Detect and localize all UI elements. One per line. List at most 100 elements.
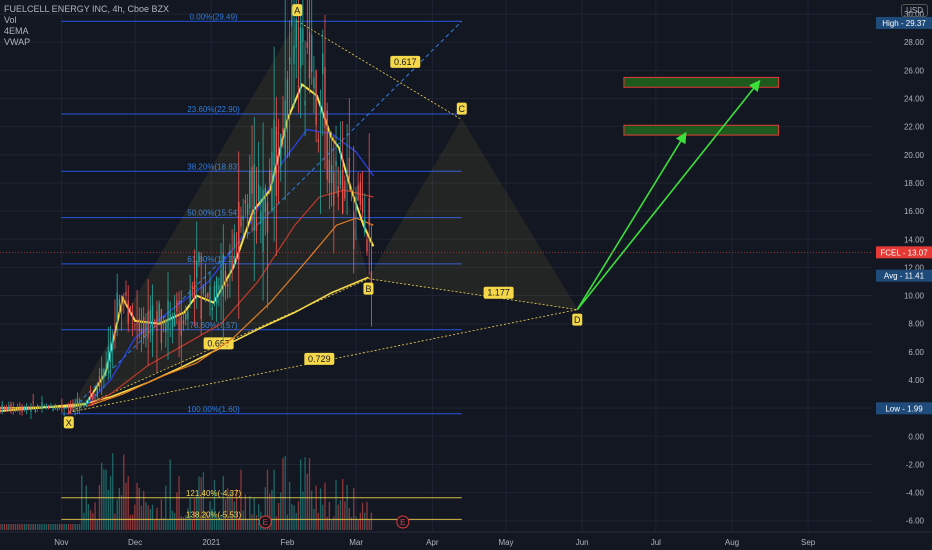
point-label-x: X: [66, 418, 72, 428]
volume-bar: [271, 489, 273, 530]
volume-bar: [302, 491, 304, 530]
price-label: FCEL - 13.07: [880, 248, 928, 257]
legend-vwap[interactable]: VWAP: [4, 37, 31, 47]
legend-ema[interactable]: 4EMA: [4, 26, 29, 36]
volume-bar: [145, 501, 147, 530]
time-tick-label: Nov: [54, 538, 68, 547]
price-label-box: [876, 402, 932, 415]
candle-body: [240, 216, 242, 227]
candle-body: [1, 404, 3, 412]
volume-bar: [359, 512, 362, 530]
ema-orange-line: [85, 217, 374, 408]
volume-bar: [158, 519, 160, 530]
volume-bar: [193, 498, 196, 530]
price-tick-label: 0.00: [908, 432, 924, 441]
time-tick-label: Mar: [349, 538, 363, 547]
volume-bar: [74, 524, 76, 530]
candle-body: [330, 164, 333, 184]
volume-bar: [233, 501, 235, 530]
overlays[interactable]: X A B C D E E: [0, 4, 872, 529]
earnings-marker: [258, 515, 272, 529]
volume-bar: [370, 512, 373, 530]
candle-body: [41, 402, 43, 408]
volume-bar: [143, 491, 145, 530]
price-tick-label: 28.00: [904, 38, 925, 47]
volume-bar: [293, 505, 295, 530]
candle-body: [25, 408, 28, 410]
volume-bar: [101, 462, 103, 530]
volume-bar: [333, 516, 335, 530]
candle-body: [61, 404, 63, 408]
candle-body: [211, 307, 213, 311]
volume-bar: [105, 469, 107, 530]
candle-body: [54, 408, 56, 410]
volume-bar: [297, 501, 300, 530]
volume-bar: [198, 476, 200, 530]
price-label: Low - 1.99: [885, 404, 923, 413]
time-axis-bg: [0, 532, 932, 550]
volume-bar: [213, 479, 216, 530]
candle-body: [244, 200, 247, 204]
candle-body: [101, 368, 103, 382]
volume-bar: [353, 488, 355, 530]
price-axis[interactable]: 30.00 28.00 26.00 24.00 22.00 20.00 18.00 16.00…: [872, 0, 932, 550]
volume-bar: [138, 487, 140, 530]
candle-body: [229, 250, 231, 253]
candle-body: [333, 172, 335, 206]
volume-bar: [129, 514, 132, 530]
legend-vol[interactable]: Vol: [4, 15, 17, 25]
volume-bar: [147, 505, 149, 530]
candle-body: [28, 408, 30, 410]
time-tick-label: Aug: [725, 538, 739, 547]
candle-body: [129, 306, 132, 310]
candle-body: [271, 151, 273, 212]
volume-bar: [72, 524, 74, 530]
candle-body: [36, 405, 39, 407]
volume-bar: [191, 519, 193, 530]
candle-body: [200, 297, 202, 320]
volume-bar: [21, 524, 23, 530]
ratio-box: [203, 337, 234, 350]
candle-body: [359, 182, 362, 205]
candle-body: [167, 300, 169, 331]
price-label: High - 29.37: [882, 19, 926, 28]
volume-bar: [251, 514, 253, 530]
candle-body: [370, 271, 373, 286]
volume-bar: [176, 492, 178, 530]
candle-body: [262, 189, 264, 252]
volume-bar: [253, 497, 255, 530]
volume-bar: [61, 524, 63, 530]
volume-bar: [151, 504, 154, 530]
point-box: [456, 102, 467, 115]
price-tick-label: 26.00: [904, 66, 925, 75]
volume-bar: [103, 469, 105, 530]
volume-bar: [355, 516, 357, 530]
ratio-label: 1.177: [487, 288, 510, 298]
time-tick-label: 2021: [202, 538, 220, 547]
candle-body: [280, 134, 282, 166]
volume-bar: [282, 458, 284, 530]
volume-bar: [94, 502, 96, 530]
candle-body: [299, 27, 302, 68]
candle-body: [127, 300, 129, 324]
candle-body: [85, 401, 87, 407]
price-tick-label: 12.00: [904, 263, 925, 272]
candle-body: [335, 160, 337, 167]
candle-body: [193, 281, 196, 298]
candle-body: [72, 402, 74, 405]
candle-body: [322, 53, 324, 75]
currency-button[interactable]: USD: [901, 4, 928, 17]
time-axis[interactable]: Nov Dec 2021 Feb Mar Apr May Jun Jul Aug Sep: [0, 531, 932, 550]
volume-bar: [19, 524, 21, 530]
candle-body: [191, 286, 193, 289]
volume-bar: [366, 501, 368, 530]
candle-body: [311, 34, 313, 73]
candle-body: [92, 393, 94, 400]
candle-body: [56, 406, 59, 410]
volume-bar: [180, 516, 182, 530]
candle-body: [328, 159, 331, 184]
volume-bar: [30, 524, 32, 530]
candle-body: [143, 316, 145, 338]
price-label-box: [876, 16, 932, 29]
